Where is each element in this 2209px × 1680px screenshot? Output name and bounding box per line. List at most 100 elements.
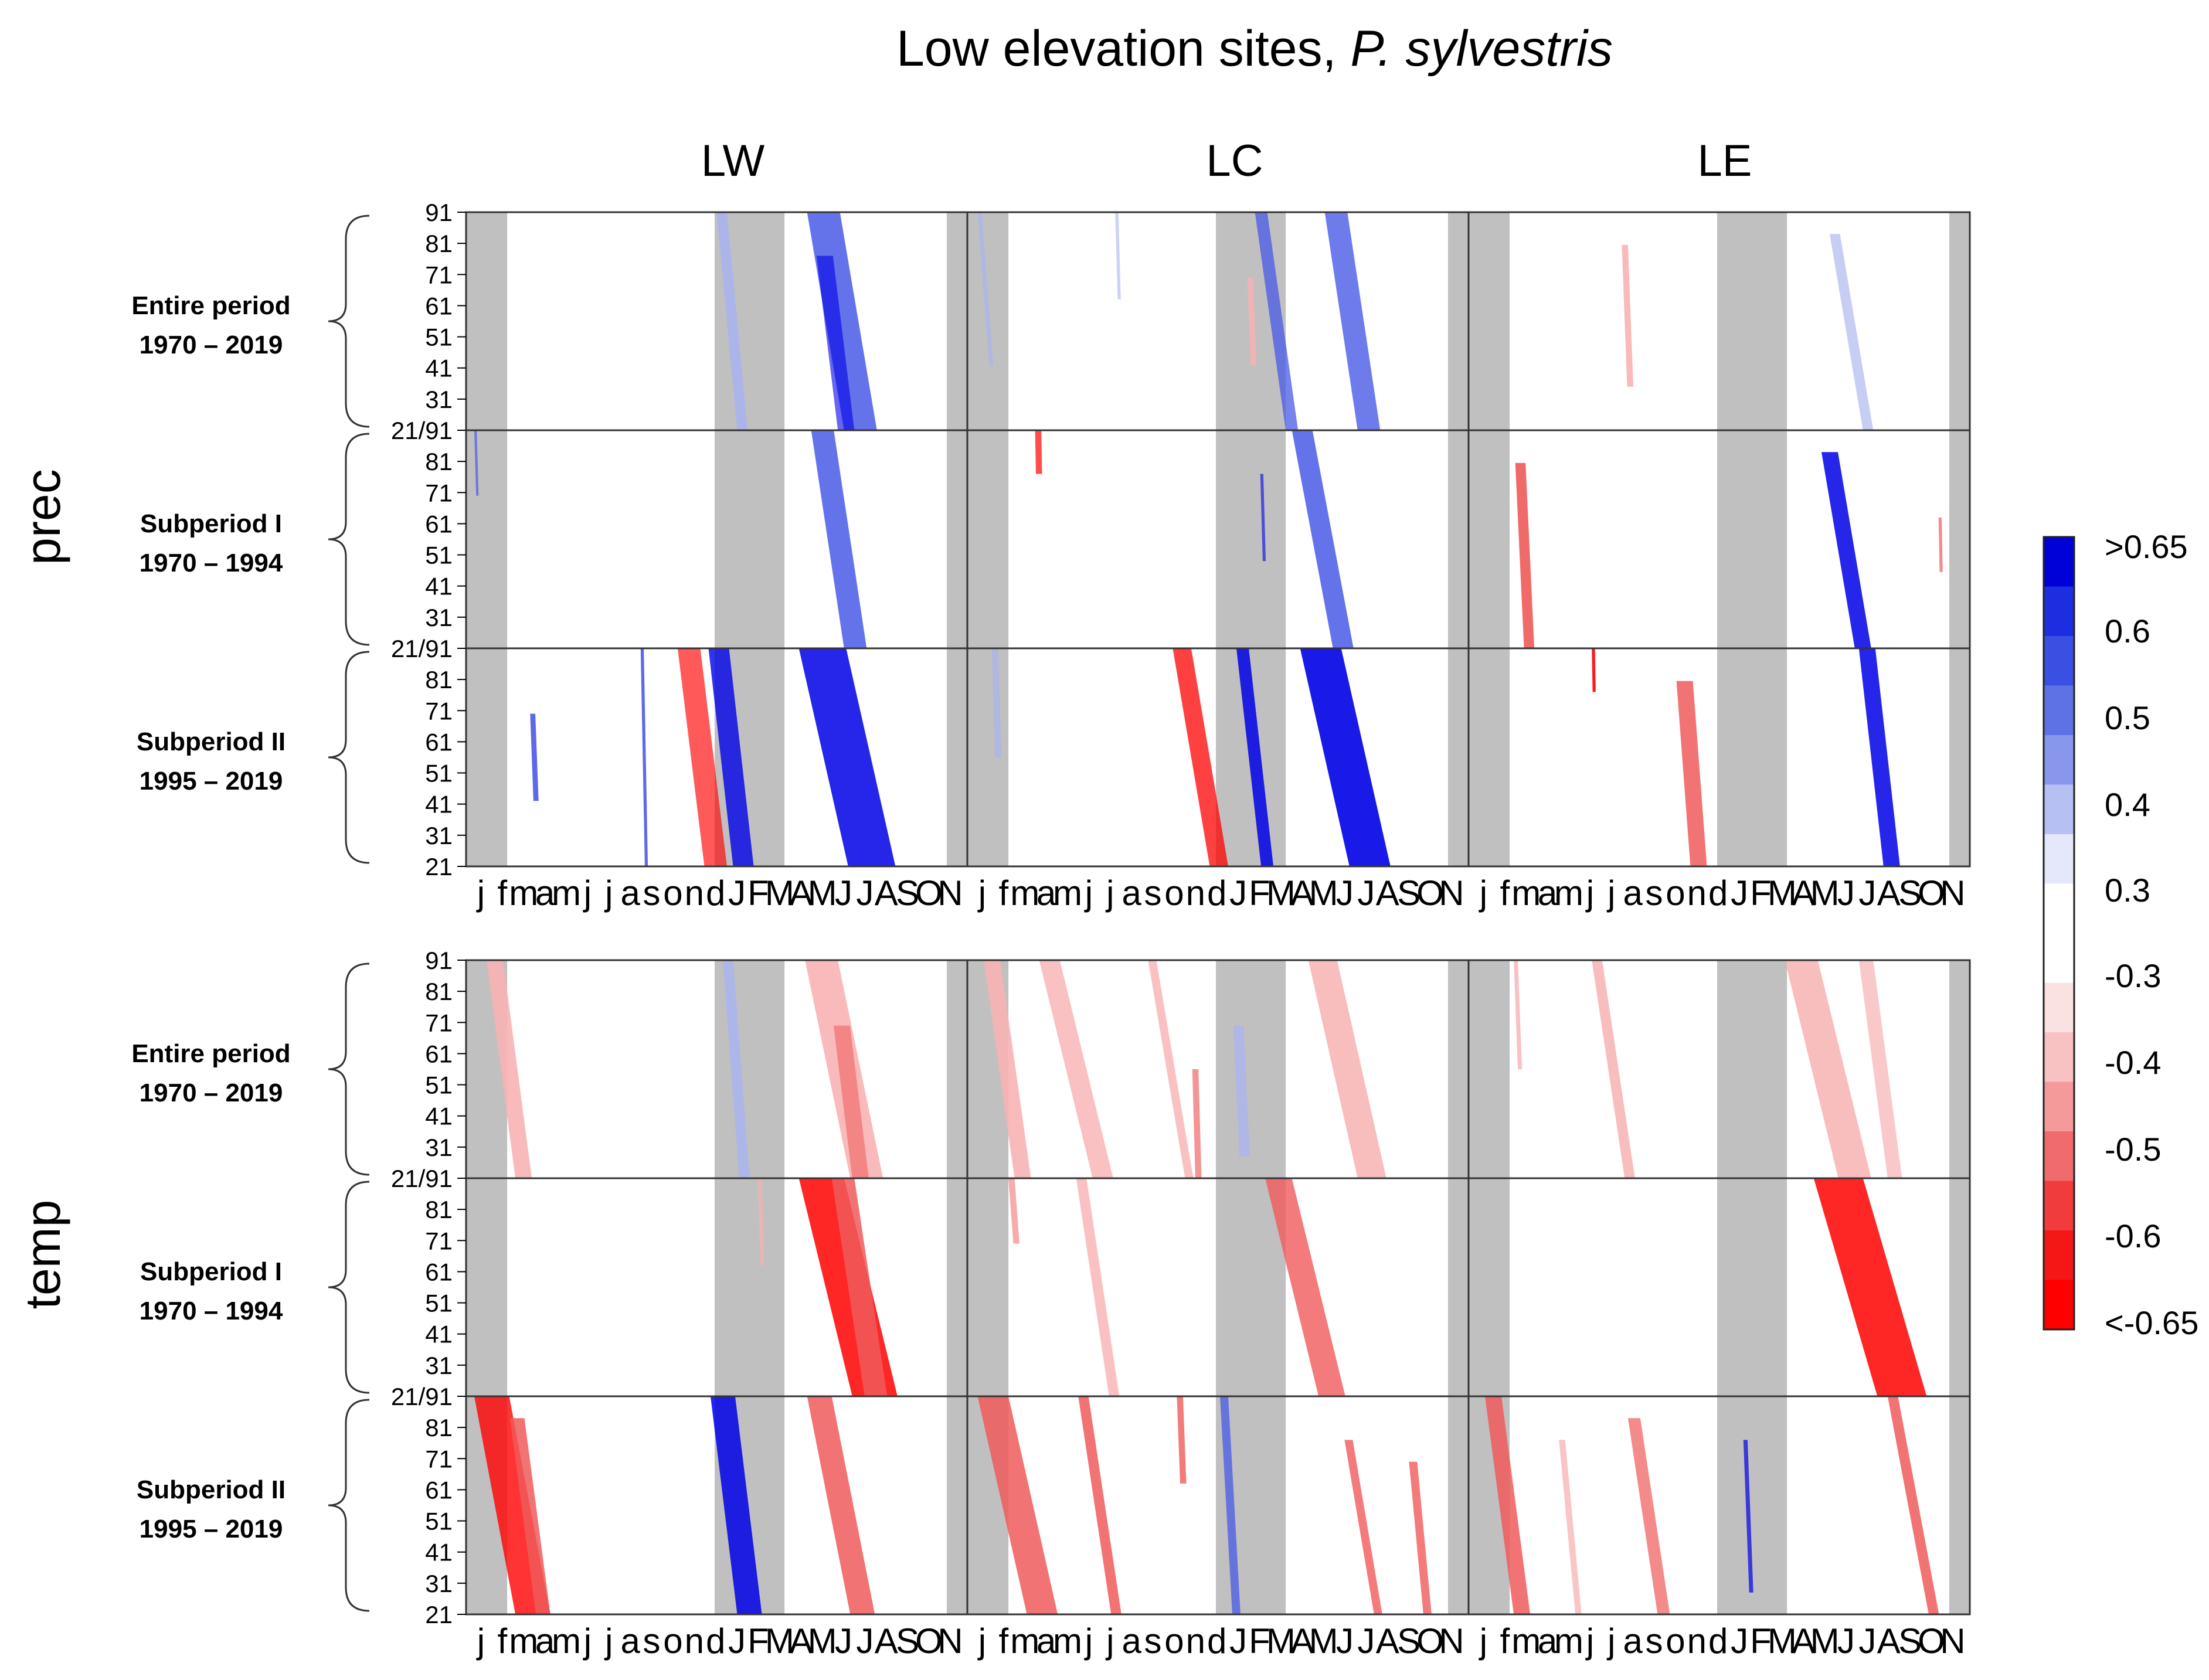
colorbar: >0.65 0.6 0.5 0.4 0.3 -0.3 -0.4 -0.5 -0.6 <-0.65 [2043, 528, 2198, 1341]
bracket [328, 963, 370, 1176]
month-tick-label: J [1837, 1621, 1855, 1661]
month-tick-label: a [1036, 873, 1056, 913]
month-tick-label: f [498, 1621, 508, 1661]
month-tick-label: M [808, 1621, 837, 1661]
month-tick-label: j [1606, 1621, 1615, 1661]
panel-frame [1467, 647, 1971, 868]
shaded-season [967, 1178, 1009, 1396]
shaded-season [946, 1178, 967, 1396]
correlation-stripe [1076, 1178, 1120, 1396]
correlation-stripe [1173, 648, 1228, 866]
correlation-stripe [831, 1178, 888, 1396]
month-tick-label: J [728, 873, 746, 913]
month-tick-label: m [1010, 873, 1039, 913]
shaded-season [1215, 1178, 1286, 1396]
correlation-stripe [510, 1418, 550, 1614]
y-tick-label: 51 [425, 760, 453, 787]
y-tick-label: 41 [425, 1539, 453, 1566]
month-tick-label: N [1940, 873, 1965, 913]
panel-prec-2-1 [966, 647, 1470, 868]
colorbar-segment [2044, 586, 2074, 637]
variable-label-prec: prec [15, 469, 70, 564]
correlation-stripe [1676, 681, 1707, 866]
panel-temp-1-0 [465, 1177, 968, 1397]
correlation-stripe [977, 212, 994, 365]
month-tick-label: J [1858, 1621, 1876, 1661]
month-tick-label: d [706, 1621, 725, 1661]
correlation-stripe [1115, 212, 1121, 300]
month-tick-label: S [1397, 1621, 1420, 1661]
correlation-stripe [1236, 648, 1274, 866]
panel-prec-2-0 [465, 647, 968, 868]
shaded-season [1717, 1178, 1787, 1396]
y-tick-label: 31 [425, 1134, 453, 1161]
shaded-season [946, 648, 967, 866]
period-years: 1970 – 1994 [140, 549, 283, 577]
shaded-season [714, 430, 785, 648]
correlation-stripe [984, 960, 1031, 1178]
period-label: Subperiod II [137, 727, 286, 756]
colorbar-tick-label: -0.6 [2105, 1218, 2162, 1254]
month-tick-label: j [977, 1621, 986, 1661]
panel-temp-0-2 [1467, 959, 1971, 1179]
colorbar-segment [2044, 1280, 2074, 1330]
shaded-season [1447, 1178, 1469, 1396]
month-tick-label: f [999, 873, 1009, 913]
shaded-season [714, 1178, 785, 1396]
colorbar-segment [2044, 537, 2074, 587]
panel-prec-0-0 [465, 211, 968, 431]
y-tick-label: 51 [425, 1290, 453, 1317]
month-tick-label: S [1898, 873, 1922, 913]
month-tick-label: J [1357, 873, 1375, 913]
shaded-season [466, 1178, 508, 1396]
month-tick-label: A [1877, 873, 1901, 913]
y-tick-label: 41 [425, 573, 453, 600]
month-tick-label: n [685, 1621, 704, 1661]
y-tick-label: 81 [425, 1414, 453, 1441]
correlation-stripe [1039, 960, 1113, 1178]
correlation-stripe [1148, 960, 1194, 1178]
y-tick-label: 91 [425, 199, 453, 226]
bracket [328, 215, 370, 428]
month-tick-label: j [604, 1621, 613, 1661]
shaded-season [1949, 430, 1970, 648]
correlation-stripe [1858, 960, 1902, 1178]
month-tick-label: M [1810, 1621, 1840, 1661]
shaded-season [1447, 430, 1469, 648]
panel-temp-0-0 [465, 959, 968, 1179]
month-tick-label: m [1010, 1621, 1039, 1661]
month-tick-label: F [1750, 1621, 1772, 1661]
correlation-stripe [811, 430, 867, 648]
month-tick-label: J [1336, 1621, 1354, 1661]
panel-temp-0-1 [966, 959, 1470, 1179]
correlation-stripe [1260, 474, 1266, 562]
correlation-stripe [1592, 648, 1596, 692]
shaded-season [1469, 960, 1510, 1178]
month-tick-label: j [1084, 1621, 1093, 1661]
y-tick-label: 31 [425, 1352, 453, 1379]
correlation-stripe [1308, 960, 1386, 1178]
period-years: 1970 – 2019 [140, 331, 283, 359]
month-tick-label: O [915, 1621, 943, 1661]
correlation-stripe [487, 960, 532, 1178]
month-tick-label: A [1792, 873, 1815, 913]
y-tick-label: 81 [425, 1196, 453, 1223]
month-tick-label: N [1439, 873, 1464, 913]
panel-prec-0-2 [1467, 211, 1971, 431]
column-title-lw: LW [701, 136, 765, 186]
month-tick-label: O [1416, 1621, 1444, 1661]
month-tick-label: o [663, 873, 682, 913]
month-tick-label: M [808, 873, 837, 913]
month-tick-label: N [937, 873, 963, 913]
y-tick-label: 61 [425, 1040, 453, 1067]
colorbar-segment [2044, 784, 2074, 835]
colorbar-segment [2044, 1032, 2074, 1083]
month-tick-label: J [1731, 873, 1748, 913]
y-tick-label: 31 [425, 604, 453, 631]
y-tick-label: 21 [425, 1601, 453, 1628]
month-tick-label: S [1898, 1621, 1922, 1661]
colorbar-segment [2044, 735, 2074, 785]
shaded-season [1447, 1396, 1469, 1614]
month-tick-label: j [1479, 1621, 1487, 1661]
